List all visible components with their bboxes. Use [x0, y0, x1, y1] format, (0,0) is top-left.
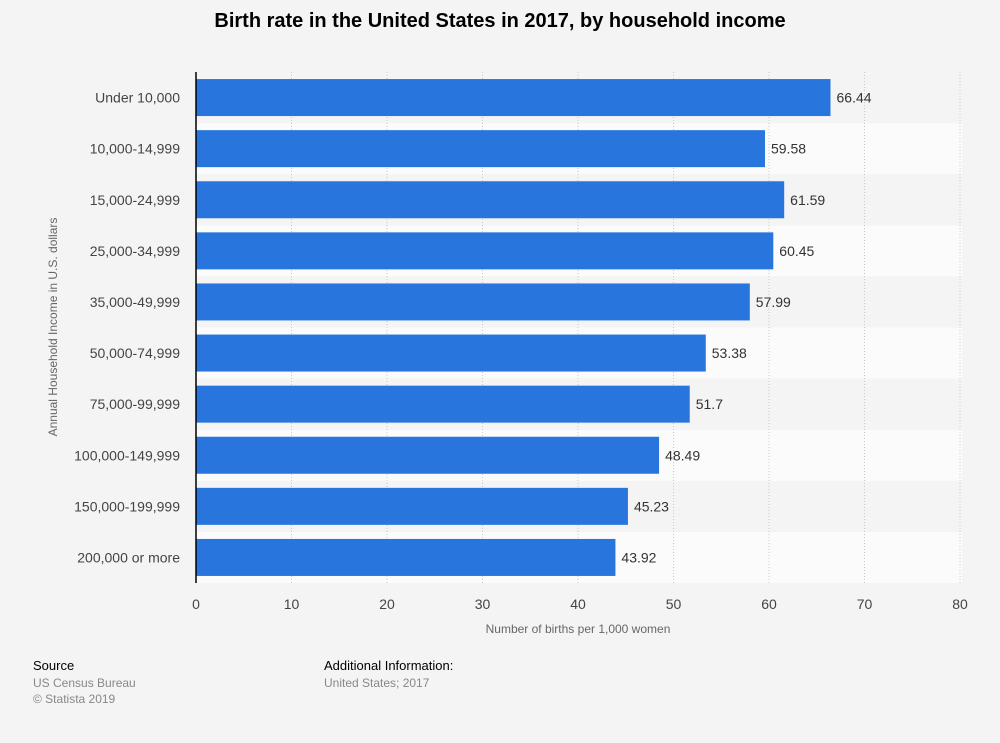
category-label: 50,000-74,999: [90, 345, 181, 361]
bar: [196, 538, 616, 576]
bar: [196, 385, 690, 423]
category-label: 15,000-24,999: [90, 192, 181, 208]
value-label: 48.49: [665, 447, 700, 463]
chart-title: Birth rate in the United States in 2017,…: [214, 10, 786, 32]
value-label: 53.38: [712, 345, 747, 361]
bar: [196, 181, 785, 219]
value-label: 61.59: [790, 192, 825, 208]
additional-info-text: United States; 2017: [324, 676, 430, 690]
bar: [196, 334, 706, 372]
value-label: 45.23: [634, 498, 669, 514]
category-label: 10,000-14,999: [90, 141, 181, 157]
category-label: 35,000-49,999: [90, 294, 181, 310]
additional-info-heading: Additional Information:: [324, 658, 454, 673]
copyright-text: © Statista 2019: [33, 692, 116, 706]
x-tick-label: 50: [666, 596, 682, 612]
bar: [196, 232, 774, 270]
x-tick-label: 20: [379, 596, 395, 612]
value-label: 57.99: [756, 294, 791, 310]
value-label: 66.44: [837, 90, 872, 106]
value-label: 43.92: [621, 549, 656, 565]
x-tick-label: 10: [284, 596, 300, 612]
category-label: 200,000 or more: [77, 549, 180, 565]
value-label: 59.58: [771, 141, 806, 157]
x-tick-label: 30: [475, 596, 491, 612]
x-tick-label: 60: [761, 596, 777, 612]
bar: [196, 487, 628, 525]
category-label: Under 10,000: [95, 90, 180, 106]
category-label: 75,000-99,999: [90, 396, 181, 412]
bar: [196, 130, 765, 168]
category-label: 100,000-149,999: [74, 447, 180, 463]
value-label: 51.7: [696, 396, 723, 412]
x-tick-label: 70: [857, 596, 873, 612]
value-label: 60.45: [779, 243, 814, 259]
category-label: 25,000-34,999: [90, 243, 181, 259]
x-tick-label: 80: [952, 596, 968, 612]
source-heading: Source: [33, 658, 75, 673]
source-text: US Census Bureau: [33, 676, 136, 690]
category-label: 150,000-199,999: [74, 498, 180, 514]
bar: [196, 283, 750, 321]
bar: [196, 79, 831, 117]
y-axis-title: Annual Household Income in U.S. dollars: [46, 218, 60, 437]
x-tick-label: 0: [192, 596, 200, 612]
x-axis-title: Number of births per 1,000 women: [486, 622, 671, 636]
x-tick-label: 40: [570, 596, 586, 612]
bar: [196, 436, 660, 474]
